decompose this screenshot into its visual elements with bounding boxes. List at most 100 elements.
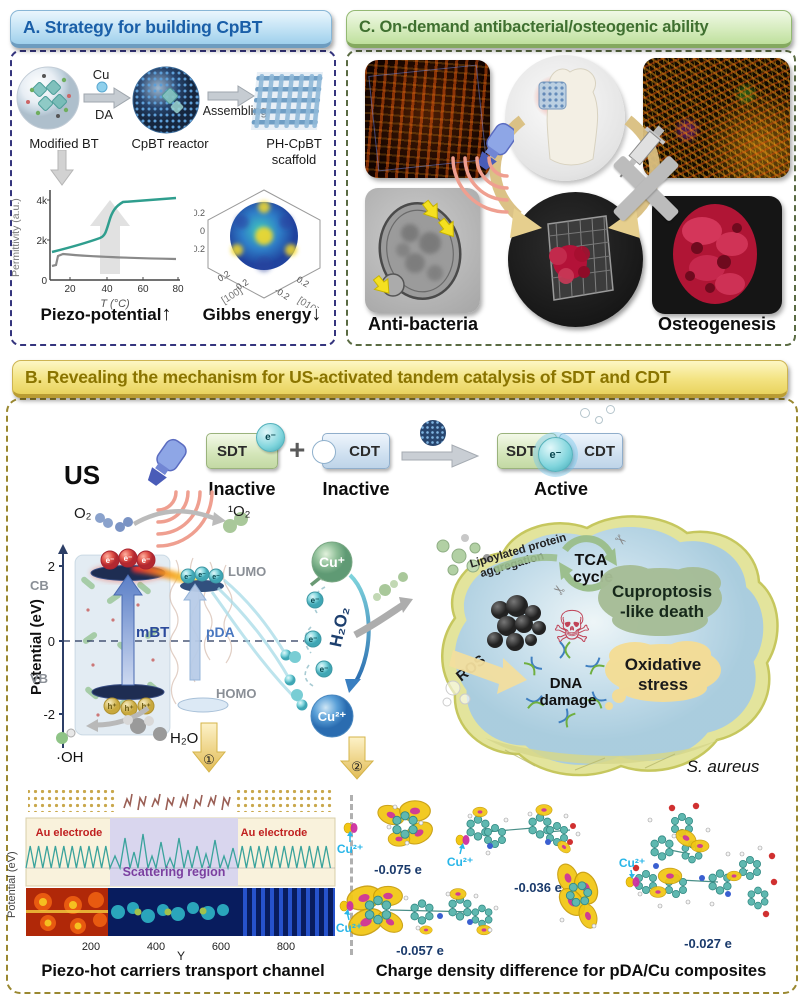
permittivity-chart: 4k 2k 0 20 40 60 80 T (°C) [36,190,184,310]
gibbs-energy-caption: Gibbs energy↓ [194,303,330,326]
cu2-label: Cu²⁺ [337,842,363,856]
electron-label: e⁻ [309,635,318,644]
tick-0: 0 [48,634,55,649]
panel-a-header: A. Strategy for building CpBT [10,10,332,48]
ytick: -0.2 [273,285,291,302]
tca-label-line1: TCA [575,552,608,569]
xtick: 40 [101,284,113,295]
panel-c-header: C. On-demand antibacterial/osteogenic ab… [346,10,792,48]
electron-label: e⁻ [265,432,276,443]
cdt-label: CDT [584,442,615,460]
au-electrode-left-label: Au electrode [36,827,103,839]
yellow-arrow-icon [437,217,454,238]
scaffold-label: PH-CpBT scaffold [266,136,322,167]
xtick: 200 [82,941,100,953]
ztick: -0.2 [194,244,205,254]
heatmap-scattering-region [111,902,229,923]
active-electron-ball-icon: e⁻ [538,437,573,472]
panel-b-title: B. Revealing the mechanism for US-activa… [25,367,671,387]
step1-number: ① [203,752,215,767]
cu2-label: Cu²⁺ [447,855,473,869]
bone-implant-illustration [505,55,625,181]
ytick: 2k [36,236,48,247]
teal-curve [51,196,177,254]
cpbt-reactor-label: CpBT reactor [131,136,209,151]
scaffold-ct-drawing [547,215,614,301]
electron-label: e⁻ [549,449,562,461]
gibbs-energy-sphere-plot: 0.2 0 -0.2 [001] direction 0.2 -0.2 [100… [194,189,321,308]
us-label: US [63,460,101,490]
inactive-cdt-label: Inactive [322,479,390,499]
ztick: 0 [200,226,205,236]
molecule-2: Cu²⁺ -0.036 e [447,804,603,932]
cu-dot-icon [96,81,108,93]
singlet-o2-label: ¹O₂ [228,503,251,520]
molecule-3: Cu²⁺ -0.057 e [336,881,499,958]
xtick: 20 [64,284,76,295]
active-label: Active [533,479,589,499]
down-arrow-icon: ↓ [311,303,322,325]
plus-sign: + [289,434,306,465]
heatmap-hot-region [26,892,108,934]
cu-2plus-label: Cu²⁺ [318,709,347,724]
electron-ball-icon: e⁻ [256,423,285,452]
cdt-label: CDT [349,442,380,460]
cu2-label: Cu²⁺ [336,921,362,935]
bone-drawing [533,68,599,166]
arrowhead-left-icon [608,208,640,238]
electron-label: e⁻ [320,665,329,674]
arrow-right-icon [83,87,131,109]
protein-aggregates [487,595,546,651]
charge-density-illustration: Cu²⁺ -0.075 e Cu²⁺ -0.036 e [336,799,778,958]
charge-value-3: -0.057 e [396,943,444,958]
cdt-block: CDT [322,433,390,469]
charge-caption: Charge density difference for pDA/Cu com… [375,962,767,980]
cb-label: CB [30,578,49,593]
potential-waveform [25,833,332,871]
cu-label: Cu [93,67,110,82]
fenton-cycle-illustration: Cu⁺ e⁻ e⁻ e⁻ H₂O₂ Cu²⁺ ② [289,541,413,780]
electron-label: e⁻ [198,572,206,579]
mbt-label: mBT [136,624,169,641]
electron-label: e⁻ [212,574,220,581]
electron-label: e⁻ [184,574,192,581]
species-label: S. aureus [687,757,760,776]
gibbs-energy-text: Gibbs energy [202,305,312,324]
inset-divider [350,795,353,955]
arrow-down-icon [50,150,74,186]
panel-a-title: A. Strategy for building CpBT [23,17,263,37]
au-electrode-right-label: Au electrode [241,827,308,839]
panel-c-title: C. On-demand antibacterial/osteogenic ab… [359,18,709,36]
o2-conversion-illustration [95,509,248,533]
xtick: 0.2 [216,269,232,284]
oh-radical-label: ·OH [56,749,84,766]
transport-channel-plot: Au electrode Au electrode Scattering reg… [25,790,336,960]
scattering-region-label: Scattering region [123,865,226,879]
cuproptosis-cloud [598,565,722,636]
ros-arrow [449,650,527,694]
charge-value-2: -0.036 e [514,880,562,895]
sdt-block: SDT [206,433,278,469]
h2o2-label: H₂O₂ [326,605,353,649]
osteogenesis-label: Osteogenesis [657,314,777,334]
xtick: 400 [147,941,165,953]
scaffold-fluorescence-image [365,60,490,178]
pda-excitation-arrow [183,583,207,681]
ytick: 0 [41,276,47,287]
step1-arrow [191,722,227,773]
dna-damage-label-line1: DNA [550,675,583,692]
xtick: 800 [277,941,295,953]
cdt-notch [312,440,336,464]
ytick: 4k [36,196,48,207]
panel-b-header: B. Revealing the mechanism for US-activa… [12,360,788,398]
panel-b [6,398,798,994]
bacteria-tem-image [365,188,480,313]
oxidative-cloud [605,641,721,710]
nanoparticle-debris [436,534,491,576]
step2-arrow [339,736,375,780]
pda-label: pDA [206,624,235,640]
s-aureus-cell-illustration: Lipoylated protein aggregation ✂ ✂ TCA c… [436,515,779,777]
hole-label: h⁺ [107,702,116,711]
dna-damage-label-line2: damage [540,692,597,709]
